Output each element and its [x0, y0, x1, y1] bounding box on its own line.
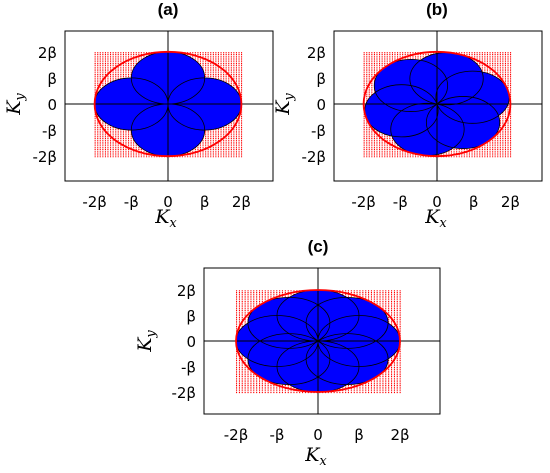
y-tick-label: 2β [307, 44, 326, 62]
circle-outline [425, 96, 501, 150]
x-tick-label: 2β [390, 426, 409, 444]
panel-b: (b) 2β β 0 -β -2β -2β -β 0 β 2β Kx Ky [272, 0, 543, 231]
y-axis-label: Ky [272, 93, 297, 116]
y-tick-label: -β [181, 359, 196, 377]
x-tick-label: 0 [432, 193, 442, 211]
passband-circle [306, 333, 389, 385]
circle-outline [373, 58, 449, 112]
circle-outline [305, 333, 389, 386]
x-tick-label: -β [393, 193, 408, 211]
panel-a: (a) 2β β 0 -β -2β -2β -β 0 β 2β Kx Ky [3, 0, 274, 231]
y-tick-label: β [316, 70, 326, 88]
y-axis-label: Ky [3, 93, 28, 116]
x-axis-label: Kx [424, 206, 447, 231]
y-axis-label: Ky [134, 330, 159, 353]
y-tick-label: 0 [316, 96, 326, 114]
y-tick-label: 2β [177, 282, 196, 300]
y-tick-label: -β [42, 122, 57, 140]
x-tick-label: 0 [163, 193, 173, 211]
y-tick-label: 2β [38, 44, 57, 62]
y-tick-label: β [186, 308, 196, 326]
circle-outlines [364, 52, 510, 156]
x-tick-label: -2β [224, 426, 249, 444]
y-tick-label: 0 [186, 333, 196, 351]
x-tick-label: -2β [351, 193, 376, 211]
x-tick-label: -β [270, 426, 285, 444]
x-tick-label: β [200, 193, 210, 211]
x-tick-label: -β [124, 193, 139, 211]
panel-label: (b) [426, 0, 448, 19]
x-tick-label: 0 [313, 426, 323, 444]
x-tick-label: 2β [501, 193, 520, 211]
panel-label: (a) [158, 0, 179, 19]
x-tick-label: -2β [82, 193, 107, 211]
y-tick-label: -2β [32, 148, 57, 166]
passband-fill [94, 51, 242, 157]
x-tick-label: β [354, 426, 364, 444]
x-tick-label: 2β [232, 193, 251, 211]
y-tick-label: 0 [47, 96, 57, 114]
panel-label: (c) [308, 237, 329, 256]
panel-c: (c) 2β β 0 -β -2β -2β -β 0 β 2β Kx Ky [134, 237, 441, 469]
boundary-circle [93, 50, 243, 158]
boundary-circle [362, 50, 512, 158]
x-axis-label: Kx [154, 206, 177, 231]
boundary-circle [235, 289, 401, 393]
y-tick-label: β [47, 70, 57, 88]
x-axis-label: Kx [304, 444, 327, 469]
x-tick-label: β [469, 193, 479, 211]
y-tick-label: -β [311, 122, 326, 140]
y-tick-label: -2β [171, 384, 196, 402]
y-tick-label: -2β [301, 148, 326, 166]
